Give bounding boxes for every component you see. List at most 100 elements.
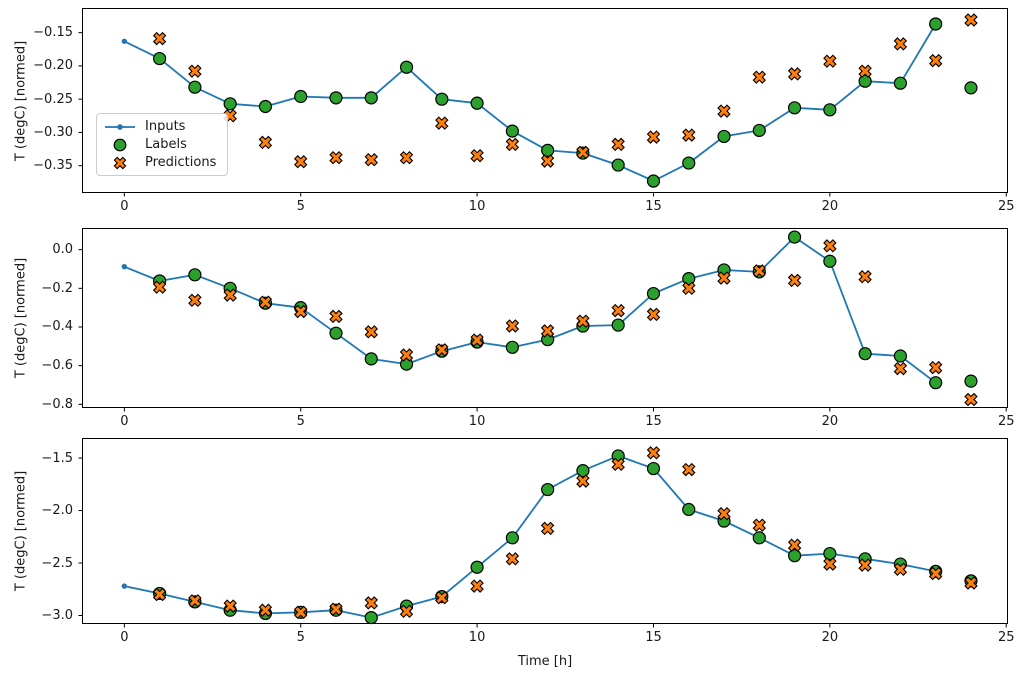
predictions-marker: [858, 64, 872, 78]
predictions-marker: [823, 557, 837, 571]
predictions-marker: [823, 239, 837, 253]
x-axis-title: Time [h]: [517, 654, 573, 669]
predictions-marker: [928, 53, 943, 68]
predictions-marker: [787, 273, 802, 288]
labels-marker: [364, 91, 378, 105]
labels-marker: [223, 97, 237, 111]
labels-marker: [717, 129, 731, 144]
predictions-marker: [893, 361, 908, 376]
y-axis-title: T (degC) [normed]: [13, 470, 29, 592]
labels-marker: [470, 96, 484, 110]
labels-marker: [505, 124, 519, 138]
y-tick-label: −0.6: [41, 358, 73, 374]
x-tick-label: 25: [997, 630, 1015, 645]
labels-marker: [893, 76, 908, 90]
labels-marker: [399, 60, 414, 74]
predictions-marker: [399, 348, 414, 362]
legend-item-labels: Labels: [104, 137, 216, 152]
predictions-marker: [470, 333, 484, 347]
predictions-marker: [893, 37, 908, 51]
predictions-marker: [223, 599, 237, 613]
labels-marker: [646, 461, 661, 476]
y-tick-label: −0.20: [33, 58, 73, 74]
labels-marker: [964, 374, 978, 388]
x-tick-label: 5: [296, 414, 305, 429]
subplot-3: [78, 438, 1008, 628]
predictions-marker: [152, 280, 167, 294]
labels-marker: [188, 268, 202, 282]
x-tick-label: 10: [468, 630, 486, 645]
labels-marker: [823, 103, 837, 117]
predictions-marker: [893, 562, 908, 577]
labels-marker: [823, 254, 837, 268]
labels-marker: [787, 549, 802, 563]
predictions-marker: [223, 288, 237, 302]
labels-marker: [258, 99, 273, 114]
plot-border: [82, 8, 1008, 193]
predictions-marker: [505, 552, 520, 566]
labels-marker: [188, 80, 202, 94]
y-tick-label: −0.35: [33, 158, 73, 174]
predictions-marker: [435, 116, 449, 130]
predictions-marker: [964, 13, 978, 27]
x-tick-label: 10: [468, 199, 486, 214]
predictions-marker: [787, 538, 802, 552]
plot-area: [78, 8, 1008, 197]
predictions-marker: [152, 31, 167, 46]
predictions-marker: [540, 154, 555, 168]
predictions-marker: [399, 150, 414, 165]
predictions-marker: [329, 602, 343, 616]
predictions-marker: [964, 576, 978, 590]
y-tick-label: 0.0: [52, 242, 73, 258]
predictions-marker: [928, 360, 943, 375]
predictions-marker: [576, 314, 590, 328]
x-tick-label: 25: [997, 199, 1015, 214]
inputs-point: [121, 38, 128, 44]
predictions-marker: [576, 474, 590, 488]
y-axis-title: T (degC) [normed]: [13, 257, 29, 379]
predictions-marker: [364, 152, 379, 167]
legend-item-predictions: Predictions: [104, 155, 216, 170]
labels-marker: [752, 531, 766, 545]
labels-marker: [823, 546, 837, 561]
labels-marker: [646, 174, 661, 188]
y-tick-label: −1.5: [41, 450, 73, 466]
inputs-line: [123, 236, 937, 384]
labels-marker: [929, 17, 943, 31]
labels-marker: [329, 326, 343, 340]
y-tick-label: −0.8: [41, 396, 73, 412]
inputs-point: [121, 263, 128, 270]
predictions-marker: [682, 128, 696, 142]
legend-label-predictions: Predictions: [145, 155, 217, 170]
predictions-marker: [646, 307, 661, 322]
predictions-marker: [329, 150, 343, 165]
predictions-marker: [293, 154, 308, 169]
labels-marker: [646, 286, 661, 301]
predictions-marker: [611, 303, 625, 318]
predictions-marker: [964, 392, 978, 407]
predictions-marker: [717, 506, 731, 521]
legend-label-inputs: Inputs: [145, 119, 186, 134]
predictions-marker: [258, 295, 273, 309]
y-tick-label: −0.2: [41, 280, 73, 296]
predictions-marker: [152, 587, 167, 602]
legend-item-inputs: Inputs: [104, 119, 216, 134]
x-tick-label: 20: [821, 414, 839, 429]
predictions-marker: [364, 596, 379, 610]
predictions-marker: [858, 558, 872, 572]
predictions-marker: [470, 148, 484, 163]
predictions-marker: [258, 135, 273, 150]
inputs-line: [123, 23, 937, 182]
predictions-marker: [364, 325, 379, 339]
predictions-marker: [752, 264, 767, 278]
labels-marker: [787, 101, 802, 115]
predictions-marker: [293, 605, 308, 620]
labels-circle-icon: [113, 138, 127, 151]
predictions-marker: [928, 566, 943, 581]
y-tick-label: −3.0: [41, 607, 73, 623]
labels-marker: [787, 230, 802, 244]
predictions-marker: [611, 457, 625, 472]
labels-marker: [682, 502, 696, 517]
predictions-marker: [717, 271, 731, 285]
